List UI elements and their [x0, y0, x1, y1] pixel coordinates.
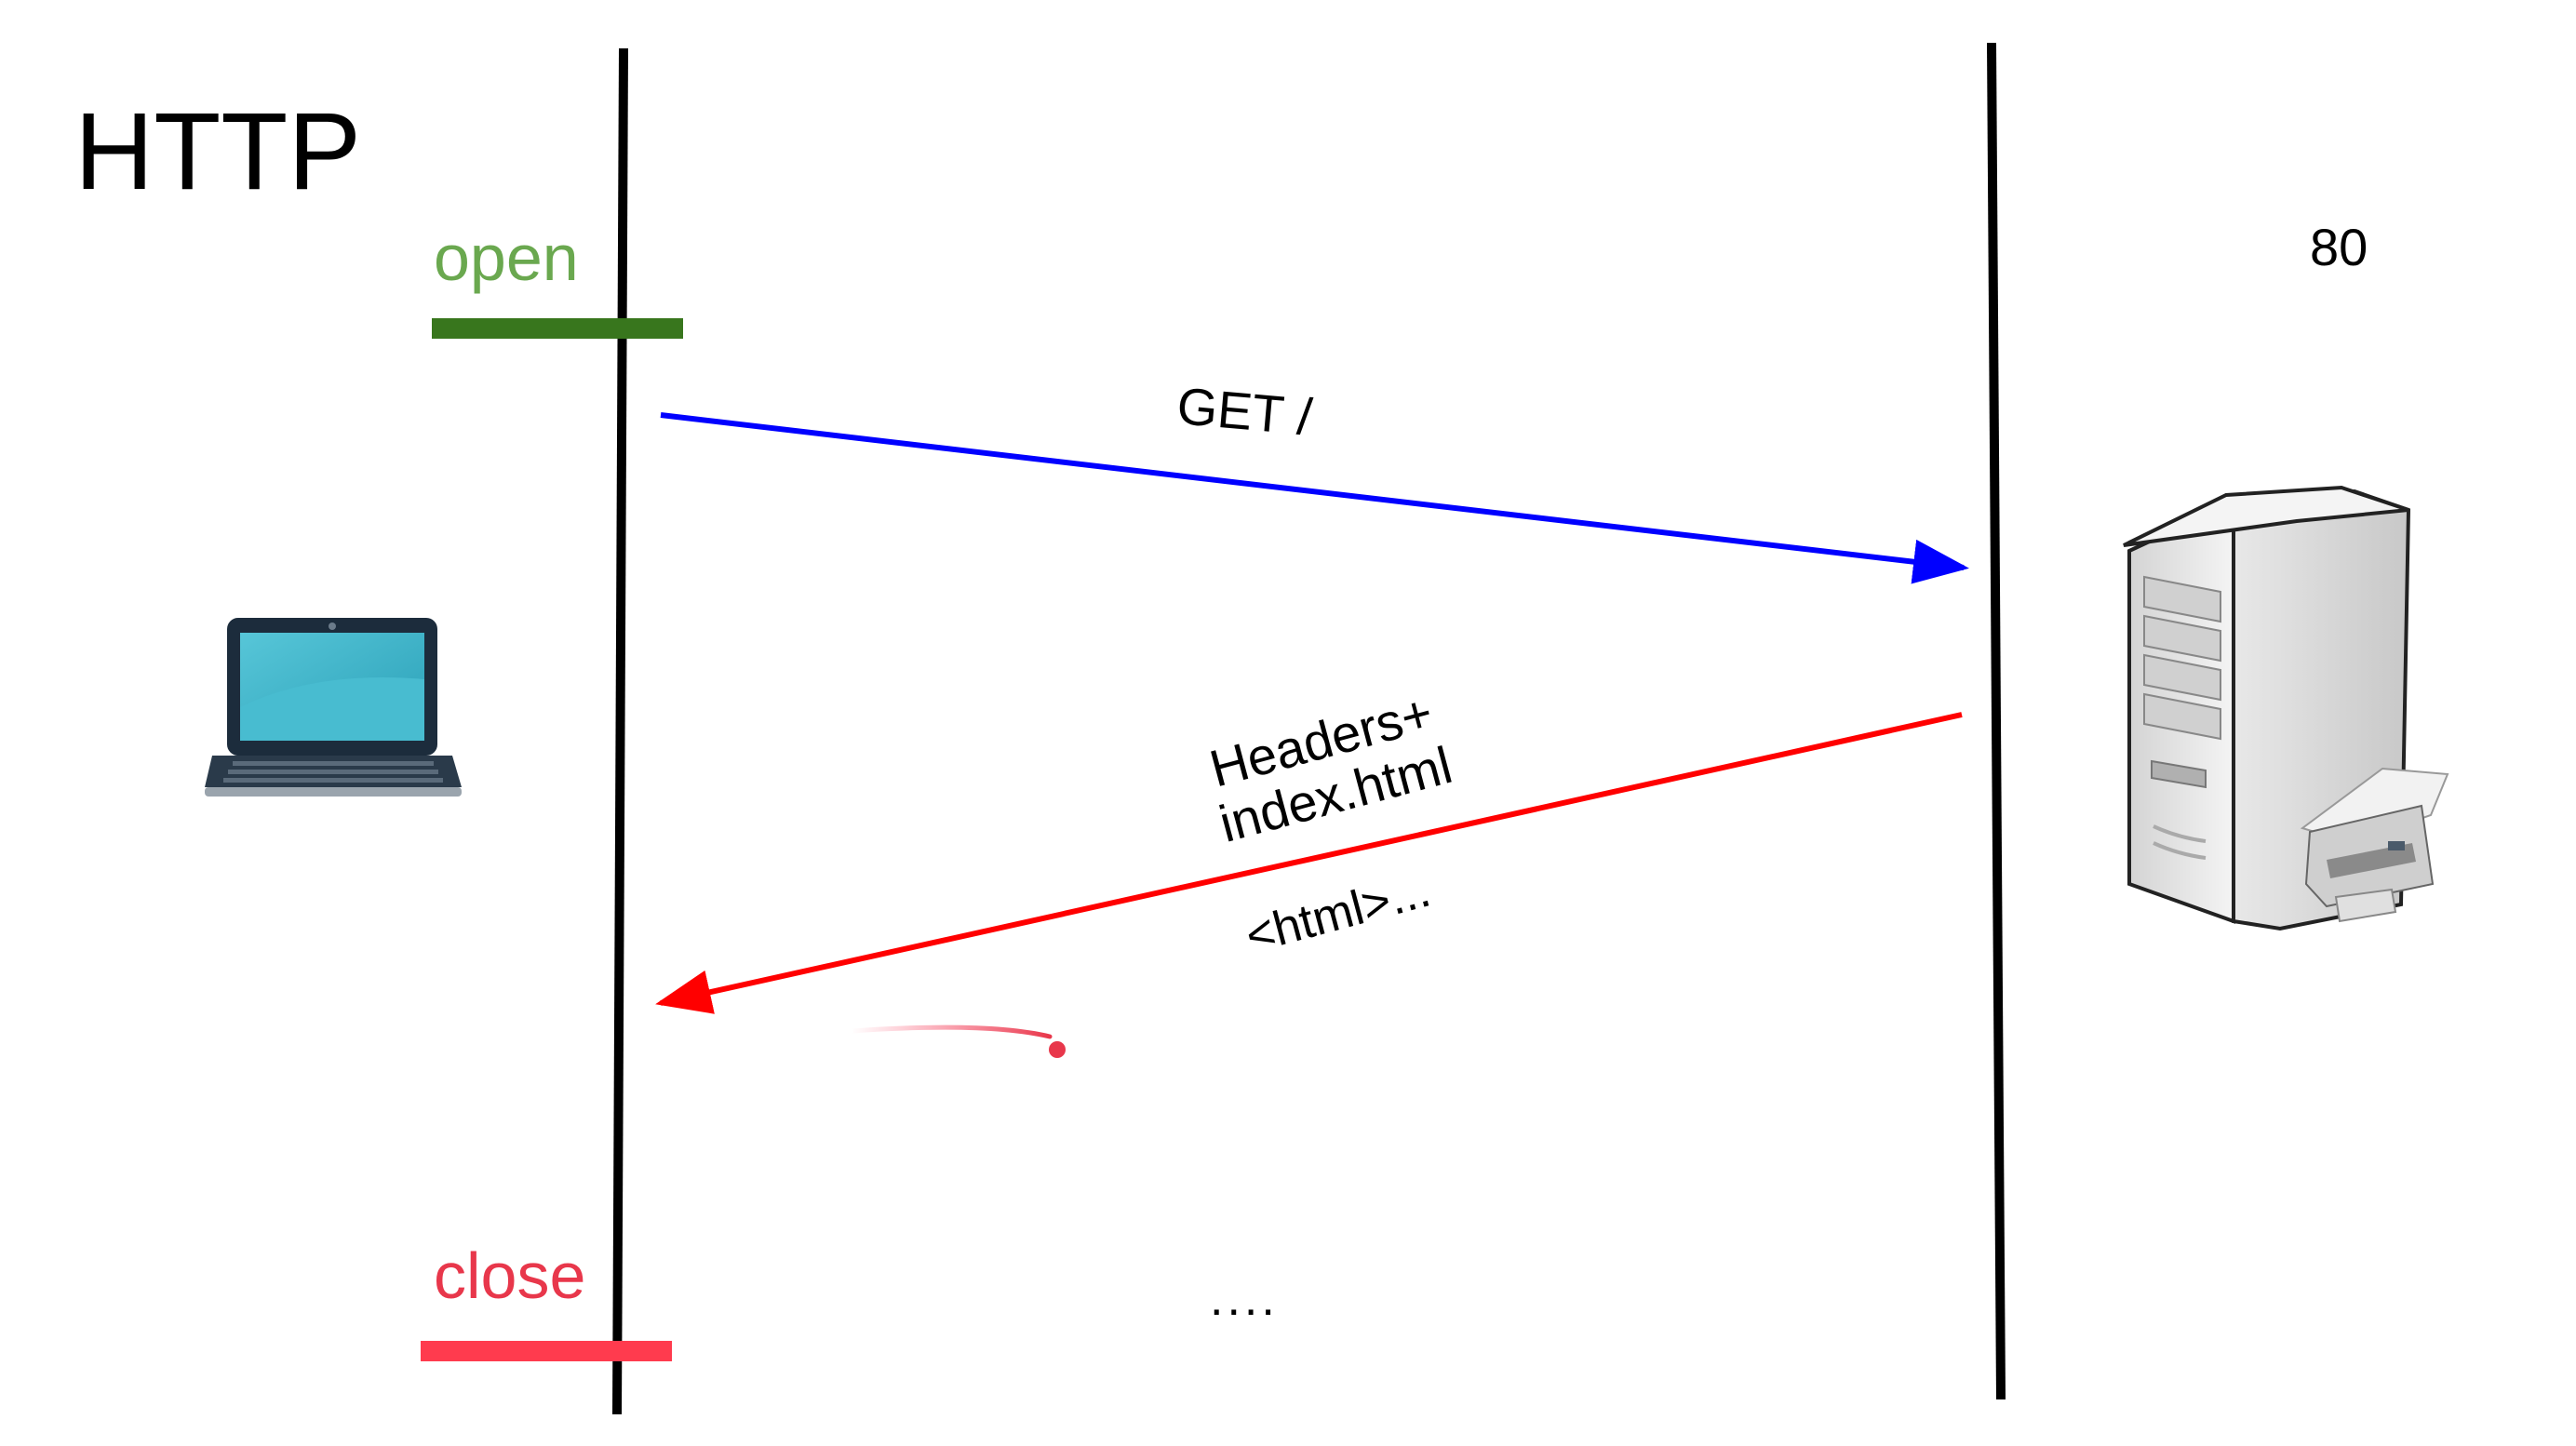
- request-arrow: [660, 412, 1969, 584]
- pointer-streak: [849, 1024, 1053, 1039]
- page-title: HTTP: [74, 90, 362, 213]
- port-label: 80: [2310, 218, 2368, 276]
- open-label: open: [434, 221, 579, 294]
- response-arrow: [655, 712, 1963, 1014]
- close-bar: [421, 1341, 672, 1361]
- laptop-icon: [205, 618, 462, 797]
- ellipsis-label: ....: [1210, 1272, 1279, 1326]
- request-label: GET /: [1174, 376, 1315, 447]
- close-label: close: [434, 1239, 586, 1312]
- client-lifeline: [612, 47, 628, 1415]
- server-tower-icon: [2123, 485, 2449, 931]
- open-bar: [432, 318, 683, 339]
- server-lifeline: [1987, 42, 2006, 1400]
- pointer-dot: [1049, 1041, 1066, 1058]
